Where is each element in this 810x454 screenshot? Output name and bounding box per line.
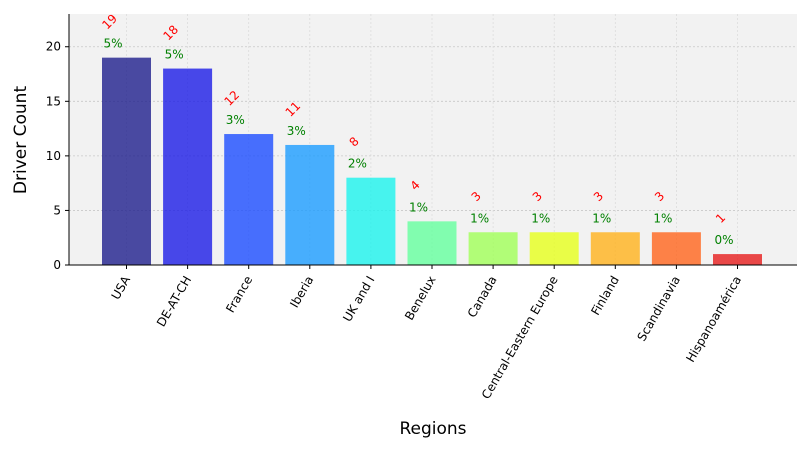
percent-label: 5% [165, 48, 184, 62]
x-tick-label: France [223, 274, 255, 316]
x-tick-label: UK and I [340, 274, 377, 325]
y-axis-label: Driver Count [11, 86, 31, 195]
percent-label: 1% [531, 211, 550, 225]
y-tick-label: 5 [53, 203, 61, 217]
bar-finland [590, 232, 640, 265]
bars [102, 57, 762, 265]
percent-label: 5% [104, 37, 123, 51]
x-tick-label: Finland [588, 274, 622, 318]
y-tick-label: 0 [53, 258, 61, 272]
bar-france [224, 134, 274, 265]
x-tick-label: DE-AT-CH [154, 274, 194, 330]
x-tick-label: Benelux [402, 274, 438, 323]
y-tick-label: 15 [46, 94, 61, 108]
percent-label: 1% [592, 211, 611, 225]
percent-label: 1% [470, 211, 489, 225]
bar-de-at-ch [163, 68, 213, 265]
bar-central-eastern-europe [529, 232, 579, 265]
bar-iberia [285, 144, 335, 265]
percent-label: 3% [226, 113, 245, 127]
bar-benelux [407, 221, 457, 265]
bar-uk-and-i [346, 177, 396, 265]
bar-usa [102, 57, 151, 265]
percent-label: 2% [348, 157, 367, 171]
x-tick-label: Iberia [287, 274, 316, 311]
x-axis-label: Regions [399, 419, 466, 439]
bar-scandinavia [651, 232, 701, 265]
x-tick-label: Scandinavia [634, 274, 683, 344]
bar-canada [468, 232, 518, 265]
percent-label: 3% [287, 124, 306, 138]
x-tick-label: Hispanoamérica [683, 274, 744, 365]
percent-label: 1% [409, 200, 428, 214]
x-tick-label: USA [109, 273, 134, 302]
y-tick-label: 20 [46, 40, 61, 54]
y-tick-label: 10 [46, 149, 61, 163]
percent-label: 1% [653, 211, 672, 225]
bar-hispanoam-rica [713, 254, 762, 265]
x-tick-label: Canada [465, 273, 500, 320]
percent-label: 0% [715, 233, 734, 247]
